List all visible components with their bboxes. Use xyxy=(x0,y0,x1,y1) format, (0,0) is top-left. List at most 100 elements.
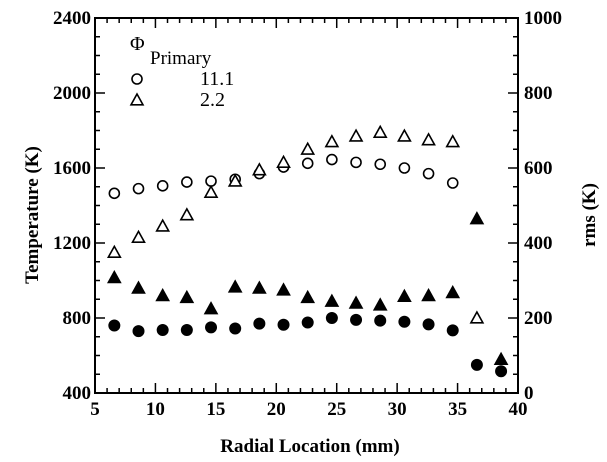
data-point xyxy=(252,280,267,294)
left-tick-label: 2000 xyxy=(53,83,91,104)
data-point xyxy=(397,288,412,302)
data-point xyxy=(205,175,217,187)
data-point xyxy=(348,128,364,142)
data-point xyxy=(276,154,291,168)
data-point xyxy=(350,156,362,169)
legend-label: 2.2 xyxy=(200,89,225,111)
data-point xyxy=(493,351,509,365)
right-axis-ticks: 0 200 400 600 800 1000 xyxy=(508,8,562,404)
series-2 xyxy=(106,124,485,324)
bottom-tick-label: 10 xyxy=(146,399,165,420)
data-point xyxy=(398,162,411,174)
left-tick-label: 400 xyxy=(63,383,92,404)
bottom-tick-label: 30 xyxy=(388,399,407,420)
data-point xyxy=(398,315,411,328)
data-point xyxy=(350,313,363,326)
data-point xyxy=(445,134,461,148)
data-point xyxy=(180,324,193,336)
data-point xyxy=(372,124,388,138)
data-point xyxy=(325,312,338,324)
data-point xyxy=(131,280,146,294)
legend: Φ Primary 11.12.2 xyxy=(129,33,234,111)
bottom-tick-label: 15 xyxy=(206,399,225,420)
data-point xyxy=(446,324,459,337)
right-tick-label: 800 xyxy=(524,83,553,104)
bottom-tick-label: 35 xyxy=(448,399,467,420)
data-point xyxy=(132,182,145,195)
data-point xyxy=(374,158,387,171)
legend-title-subscript: Primary xyxy=(150,48,212,69)
data-point xyxy=(229,322,242,335)
legend-marker xyxy=(131,73,143,85)
data-point xyxy=(495,365,508,378)
right-tick-label: 200 xyxy=(524,308,553,329)
x-axis-title: Radial Location (mm) xyxy=(220,436,399,457)
bottom-tick-label: 40 xyxy=(509,399,528,420)
data-point xyxy=(300,141,316,155)
plot-frame xyxy=(94,17,519,394)
left-tick-label: 1600 xyxy=(53,158,91,179)
data-point xyxy=(397,128,412,142)
right-tick-label: 400 xyxy=(524,233,553,254)
data-point xyxy=(446,177,459,189)
data-point xyxy=(253,317,266,330)
data-point xyxy=(372,297,388,311)
left-tick-label: 2400 xyxy=(53,8,91,29)
data-point xyxy=(155,218,171,232)
data-point xyxy=(421,132,436,146)
left-tick-label: 800 xyxy=(63,308,92,329)
data-point xyxy=(108,319,121,332)
series-3 xyxy=(108,312,508,378)
data-point xyxy=(155,287,171,302)
data-point xyxy=(203,184,219,198)
bottom-tick-label: 20 xyxy=(267,399,286,420)
right-tick-label: 1000 xyxy=(524,8,562,29)
data-point xyxy=(324,293,340,307)
data-point xyxy=(469,211,485,225)
data-point xyxy=(469,310,485,324)
data-point xyxy=(422,318,435,331)
legend-marker xyxy=(129,92,145,106)
data-point xyxy=(227,173,243,187)
legend-label: 11.1 xyxy=(200,68,234,90)
data-point xyxy=(106,269,122,284)
data-point xyxy=(156,180,169,192)
data-point xyxy=(156,324,169,336)
data-point xyxy=(131,229,146,243)
right-tick-label: 0 xyxy=(524,383,534,404)
data-point xyxy=(108,187,121,200)
data-point xyxy=(205,321,218,334)
data-point xyxy=(422,167,435,180)
data-point xyxy=(179,289,195,304)
data-point xyxy=(445,284,461,299)
data-point xyxy=(252,162,267,176)
data-point xyxy=(179,207,195,221)
data-point xyxy=(301,157,314,170)
y-axis-title: Temperature (K) xyxy=(22,146,43,284)
data-point xyxy=(277,318,290,331)
bottom-axis-ticks: 5 10 15 20 25 30 35 40 xyxy=(90,18,528,420)
data-point xyxy=(276,282,291,296)
plot-border xyxy=(94,17,519,394)
data-point xyxy=(348,295,364,309)
data-point xyxy=(470,358,483,371)
bottom-tick-label: 5 xyxy=(90,399,100,420)
data-point xyxy=(324,134,340,148)
y2-axis-title: rms (K) xyxy=(579,183,600,247)
left-tick-label: 1200 xyxy=(53,233,91,254)
data-point xyxy=(132,325,145,338)
data-point xyxy=(301,316,314,329)
left-axis-ticks: 400 800 1200 1600 2000 2400 xyxy=(53,8,105,404)
data-point xyxy=(421,287,436,302)
data-point xyxy=(300,289,316,304)
data-point xyxy=(374,314,387,327)
data-point xyxy=(181,176,193,188)
legend-entries: 11.12.2 xyxy=(129,68,234,111)
data-point xyxy=(326,153,338,166)
data-point xyxy=(203,301,219,315)
data-point xyxy=(227,279,243,293)
series-4 xyxy=(106,211,509,365)
data-marks xyxy=(106,124,509,378)
right-tick-label: 600 xyxy=(524,158,553,179)
